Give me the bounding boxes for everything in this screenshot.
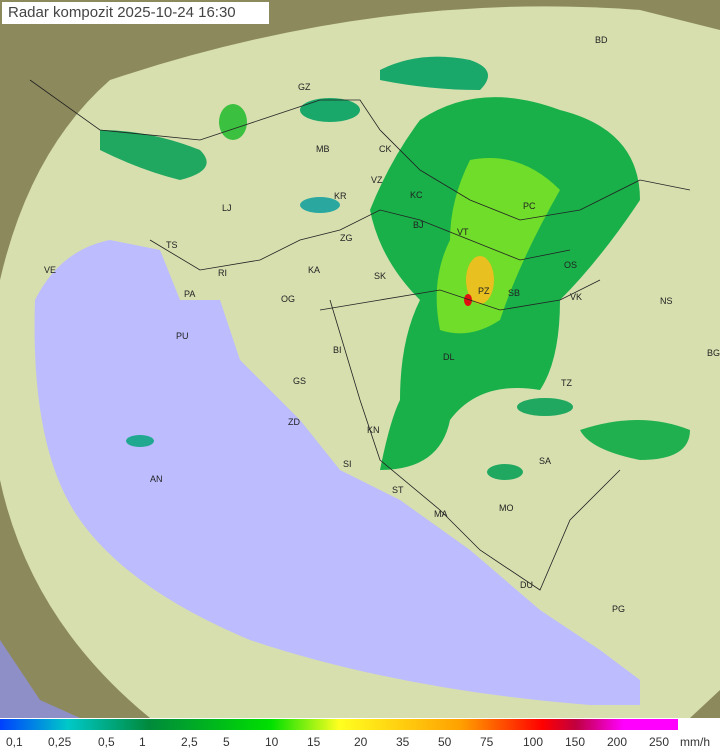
scale-unit: mm/h bbox=[680, 735, 710, 749]
scale-label: 100 bbox=[523, 735, 544, 749]
city-label: PG bbox=[612, 604, 626, 614]
city-label: PZ bbox=[478, 286, 490, 296]
scale-label: 15 bbox=[307, 735, 321, 749]
city-label: PC bbox=[523, 201, 536, 211]
city-label: ST bbox=[392, 485, 404, 495]
scale-label: 5 bbox=[223, 735, 230, 749]
city-label: VT bbox=[457, 227, 469, 237]
radar-map[interactable] bbox=[0, 0, 720, 718]
city-label: ZG bbox=[340, 233, 353, 243]
city-label: GS bbox=[293, 376, 307, 386]
scale-label: 0,1 bbox=[6, 735, 23, 749]
city-label: DL bbox=[443, 352, 455, 362]
scale-label: 35 bbox=[396, 735, 410, 749]
city-label: PU bbox=[176, 331, 189, 341]
city-label: GZ bbox=[298, 82, 311, 92]
city-label: BD bbox=[595, 35, 608, 45]
city-label: TS bbox=[166, 240, 178, 250]
city-label: CK bbox=[379, 144, 392, 154]
city-label: BG bbox=[707, 348, 720, 358]
scale-label: 10 bbox=[265, 735, 279, 749]
city-label: DU bbox=[520, 580, 533, 590]
city-label: MO bbox=[499, 503, 514, 513]
city-label: KC bbox=[410, 190, 423, 200]
sea bbox=[34, 240, 640, 705]
city-label: KR bbox=[334, 191, 347, 201]
map-title: Radar kompozit 2025-10-24 16:30 bbox=[2, 2, 269, 24]
scale-label: 2,5 bbox=[181, 735, 198, 749]
city-label: KN bbox=[367, 425, 380, 435]
city-label: NS bbox=[660, 296, 673, 306]
scale-label: 75 bbox=[480, 735, 494, 749]
scale-label: 50 bbox=[438, 735, 452, 749]
city-label: VE bbox=[44, 265, 57, 275]
city-label: SI bbox=[343, 459, 352, 469]
scale-label: 0,25 bbox=[48, 735, 72, 749]
city-label: OG bbox=[281, 294, 296, 304]
city-label: MA bbox=[434, 509, 448, 519]
city-label: SA bbox=[539, 456, 552, 466]
city-label: SK bbox=[374, 271, 387, 281]
scale-label: 150 bbox=[565, 735, 586, 749]
city-label: TZ bbox=[561, 378, 572, 388]
city-label: MB bbox=[316, 144, 330, 154]
scale-label: 1 bbox=[139, 735, 146, 749]
city-label: BJ bbox=[413, 220, 424, 230]
city-label: VK bbox=[570, 292, 583, 302]
precipitation bbox=[100, 56, 690, 480]
city-label: PA bbox=[184, 289, 196, 299]
city-label: OS bbox=[564, 260, 578, 270]
scale-label: 20 bbox=[354, 735, 368, 749]
city-label: VZ bbox=[371, 175, 383, 185]
city-label: AN bbox=[150, 474, 163, 484]
city-label: LJ bbox=[222, 203, 232, 213]
city-label: KA bbox=[308, 265, 321, 275]
scale-label: 0,5 bbox=[98, 735, 115, 749]
city-label: RI bbox=[218, 268, 227, 278]
city-label: SB bbox=[508, 288, 521, 298]
sea-outside bbox=[0, 640, 80, 718]
scale-label: 250 bbox=[649, 735, 670, 749]
city-label: ZD bbox=[288, 417, 300, 427]
precipitation-color-scale bbox=[0, 719, 678, 730]
city-label: BI bbox=[333, 345, 342, 355]
borders bbox=[29, 79, 691, 591]
scale-label: 200 bbox=[607, 735, 628, 749]
